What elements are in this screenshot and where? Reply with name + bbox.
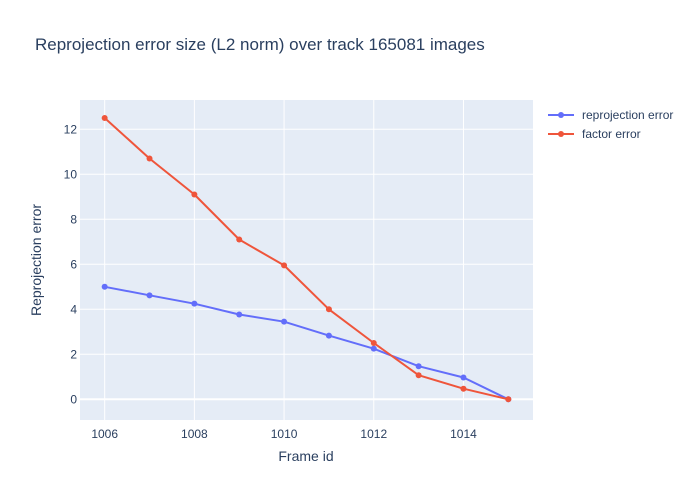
data-point[interactable] xyxy=(101,283,108,290)
series-layer xyxy=(101,115,512,403)
data-point[interactable] xyxy=(505,396,512,403)
x-tick-label: 1006 xyxy=(91,427,118,441)
y-tick-label: 12 xyxy=(64,122,78,136)
data-point[interactable] xyxy=(146,155,153,162)
y-tick-label: 8 xyxy=(70,212,77,226)
gridlines xyxy=(80,100,533,420)
x-tick-label: 1012 xyxy=(360,427,387,441)
data-point[interactable] xyxy=(281,262,288,269)
x-tick-label: 1014 xyxy=(450,427,477,441)
data-point[interactable] xyxy=(191,300,198,307)
y-tick-label: 0 xyxy=(70,392,77,406)
series-factor-error xyxy=(101,115,512,403)
data-point[interactable] xyxy=(325,332,332,339)
plot-area xyxy=(80,100,533,420)
series-line xyxy=(104,285,509,401)
legend-label: factor error xyxy=(582,127,641,141)
y-tick-label: 2 xyxy=(70,347,77,361)
data-point[interactable] xyxy=(101,115,108,122)
data-point[interactable] xyxy=(191,191,198,198)
y-tick-label: 10 xyxy=(64,167,78,181)
legend-item[interactable]: factor error xyxy=(548,127,641,141)
y-axis-title: Reprojection error xyxy=(28,204,44,316)
data-point[interactable] xyxy=(236,311,243,318)
data-point[interactable] xyxy=(415,372,422,379)
legend-marker xyxy=(558,131,564,137)
data-point[interactable] xyxy=(460,385,467,392)
legend-marker xyxy=(558,112,564,118)
y-tick-label: 4 xyxy=(70,302,77,316)
data-point[interactable] xyxy=(281,318,288,325)
data-point[interactable] xyxy=(146,292,153,299)
x-axis-title: Frame id xyxy=(278,448,333,464)
x-axis-ticks: 1006 1008 1010 1012 1014 xyxy=(91,427,477,441)
data-point[interactable] xyxy=(325,306,332,313)
legend[interactable]: reprojection error factor error xyxy=(548,108,673,141)
legend-item[interactable]: reprojection error xyxy=(548,108,673,122)
legend-label: reprojection error xyxy=(582,108,673,122)
y-tick-label: 6 xyxy=(70,257,77,271)
data-point[interactable] xyxy=(415,363,422,370)
data-point[interactable] xyxy=(460,374,467,381)
data-point[interactable] xyxy=(236,236,243,243)
chart-title: Reprojection error size (L2 norm) over t… xyxy=(35,35,485,54)
series-line xyxy=(104,117,509,401)
x-tick-label: 1010 xyxy=(271,427,298,441)
y-axis-ticks: 0 2 4 6 8 10 12 xyxy=(64,122,78,406)
data-point[interactable] xyxy=(370,345,377,352)
data-point[interactable] xyxy=(370,340,377,347)
x-tick-label: 1008 xyxy=(181,427,208,441)
